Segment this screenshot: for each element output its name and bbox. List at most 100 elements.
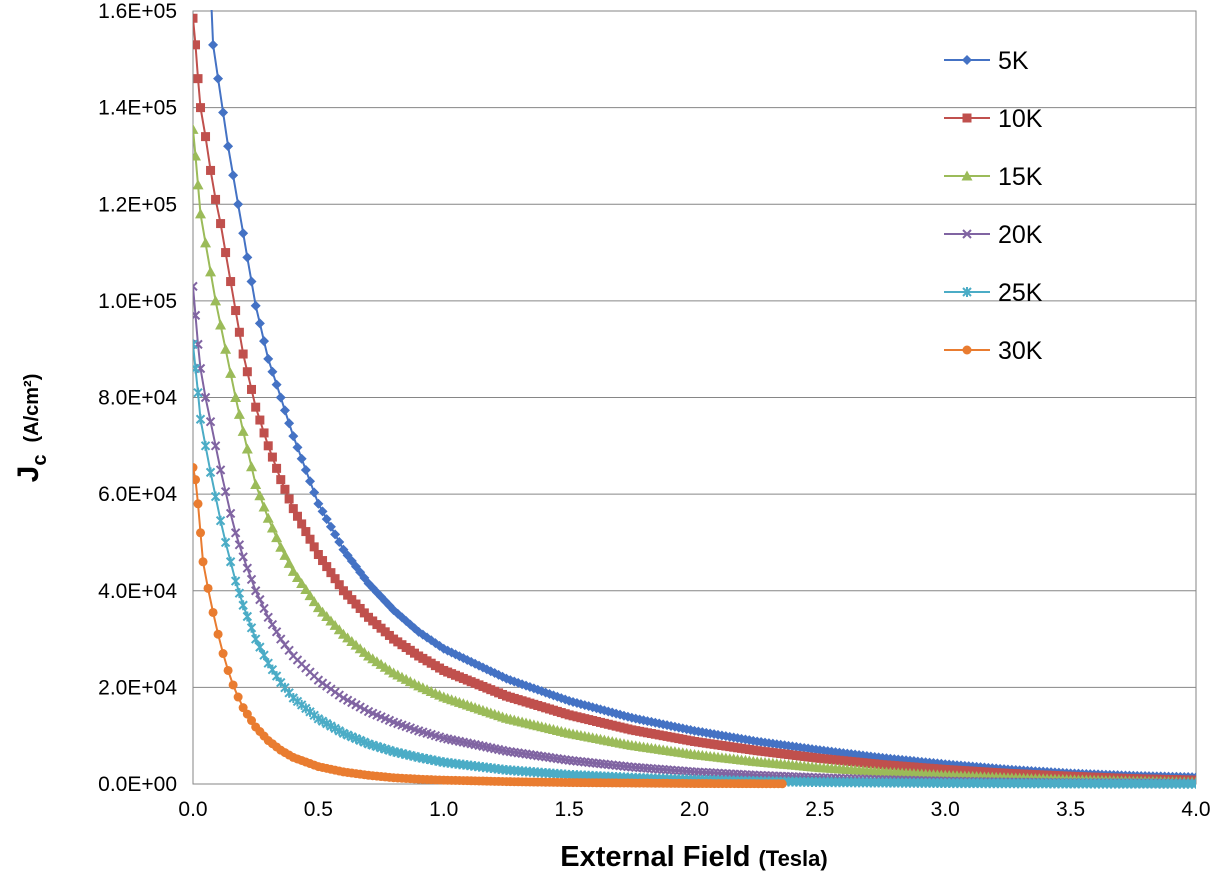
data-point: [259, 428, 269, 438]
data-point: [292, 442, 303, 453]
data-point: [313, 550, 323, 560]
data-point: [251, 402, 261, 412]
data-point: [318, 556, 328, 566]
series-10K: [193, 13, 1196, 785]
data-point: [206, 165, 216, 175]
data-point: [193, 363, 201, 374]
data-point: [258, 501, 270, 512]
y-tick-label: 1.2E+05: [98, 193, 177, 216]
data-point: [205, 266, 217, 277]
data-point: [280, 639, 290, 650]
x-tick-label: 2.5: [805, 798, 834, 821]
data-point: [233, 692, 243, 702]
data-point: [211, 194, 221, 204]
legend-marker: [962, 345, 972, 355]
data-point: [231, 306, 241, 316]
data-point: [193, 150, 202, 161]
legend-label: 20K: [998, 221, 1043, 249]
data-point: [263, 612, 273, 623]
data-point: [193, 387, 203, 398]
data-point: [255, 594, 265, 605]
series-line: [193, 129, 1196, 784]
series-line: [210, 10, 1196, 779]
data-point: [223, 665, 233, 675]
data-point: [300, 464, 311, 475]
data-point: [228, 170, 239, 181]
data-point: [259, 650, 269, 661]
data-point: [266, 522, 278, 533]
data-point: [284, 645, 294, 656]
data-point: [263, 441, 273, 451]
data-point: [271, 379, 282, 390]
data-point: [287, 565, 299, 576]
data-point: [246, 622, 257, 633]
data-point: [305, 534, 315, 544]
data-point: [250, 586, 261, 596]
data-point: [193, 339, 198, 350]
data-point: [237, 425, 249, 436]
data-point: [216, 219, 226, 229]
data-point: [193, 74, 203, 84]
data-point: [215, 319, 227, 330]
x-tick-label: 1.5: [555, 798, 584, 821]
y-tick-label: 2.0E+04: [98, 676, 177, 699]
y-tick-label: 1.6E+05: [98, 0, 177, 23]
data-point: [275, 392, 286, 403]
series-5K: [208, 10, 1196, 783]
data-point: [330, 574, 340, 584]
data-point: [254, 318, 265, 329]
data-point: [193, 123, 199, 134]
legend-item-30K: 30K: [944, 337, 1043, 365]
data-point: [304, 590, 316, 601]
data-point: [221, 248, 231, 258]
data-point: [271, 627, 282, 637]
legend-label: 10K: [998, 105, 1043, 133]
y-axis-tick-labels: 0.0E+00 2.0E+04 4.0E+04 6.0E+04 8.0E+04 1.0E+…: [98, 0, 177, 796]
data-point: [255, 642, 265, 653]
legend-marker: [962, 113, 972, 123]
data-point: [259, 603, 269, 614]
data-point: [230, 392, 242, 402]
x-tick-label: 2.0: [680, 798, 709, 821]
legend-item-20K: 20K: [944, 221, 1043, 249]
data-point: [196, 103, 206, 113]
data-series: [193, 10, 1196, 789]
data-point: [301, 527, 311, 537]
data-point: [220, 537, 231, 548]
data-point: [267, 452, 277, 462]
data-point: [210, 491, 221, 502]
data-point: [254, 490, 266, 501]
data-point: [242, 611, 253, 622]
data-point: [193, 475, 201, 485]
data-point: [296, 578, 308, 589]
data-point: [246, 276, 257, 287]
y-tick-label: 1.4E+05: [98, 97, 177, 120]
legend-label: 15K: [998, 163, 1043, 191]
data-point: [226, 277, 236, 287]
data-point: [267, 366, 278, 377]
y-tick-label: 4.0E+04: [98, 580, 177, 603]
data-point: [284, 494, 294, 504]
data-point: [220, 343, 232, 354]
data-point: [263, 353, 274, 364]
data-point: [326, 568, 336, 578]
data-point: [218, 649, 228, 659]
y-axis-title: Jc(A/cm²): [12, 374, 51, 483]
data-point: [317, 506, 328, 517]
data-point: [200, 392, 211, 403]
data-point: [233, 408, 245, 419]
data-point: [276, 475, 286, 485]
data-point: [238, 349, 248, 359]
legend-item-15K: 15K: [944, 163, 1043, 191]
data-point: [225, 508, 236, 519]
data-point: [193, 179, 204, 190]
data-point: [201, 132, 211, 142]
data-point: [234, 540, 245, 550]
series-25K: [193, 339, 1196, 789]
legend-marker: [962, 55, 972, 65]
legend-marker: [961, 170, 973, 181]
data-point: [228, 680, 238, 690]
data-point: [291, 571, 303, 582]
legend-label: 5K: [998, 47, 1029, 75]
legend-item-25K: 25K: [944, 279, 1043, 307]
